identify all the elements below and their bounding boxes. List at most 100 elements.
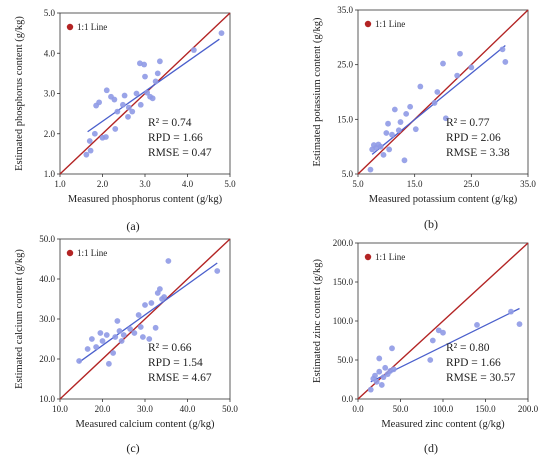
x-tick-label: 1.0	[54, 179, 66, 189]
y-tick-label: 200.0	[333, 238, 354, 248]
x-tick-label: 35.0	[520, 179, 536, 189]
y-tick-label: 1.0	[44, 169, 56, 179]
legend-marker	[364, 253, 372, 261]
data-point	[154, 70, 161, 77]
data-point	[403, 110, 410, 117]
data-point	[383, 130, 390, 136]
data-point	[152, 324, 159, 331]
data-point	[156, 286, 163, 292]
y-tick-label: 50.0	[39, 234, 55, 244]
legend-marker	[66, 23, 74, 31]
y-tick-label: 0.0	[342, 394, 354, 404]
data-point	[395, 127, 402, 134]
regression-fit-line	[87, 38, 220, 133]
data-point	[120, 332, 127, 338]
y-axis-label: Estimated phosphorus content (g/kg)	[14, 16, 25, 171]
data-point	[373, 378, 380, 385]
r-squared-stat: R² = 0.77	[446, 117, 490, 129]
data-point	[137, 324, 144, 330]
data-point	[142, 302, 148, 308]
y-tick-label: 2.0	[44, 129, 56, 139]
data-point	[499, 46, 506, 53]
data-point	[367, 166, 374, 173]
data-point	[372, 372, 378, 379]
data-point	[112, 126, 119, 132]
data-point	[156, 58, 163, 65]
data-point	[142, 73, 148, 80]
x-tick-label: 30.0	[137, 404, 153, 414]
data-point	[391, 106, 398, 113]
y-tick-label: 4.0	[44, 48, 56, 58]
y-tick-label: 40.0	[39, 274, 55, 284]
data-point	[386, 146, 393, 153]
x-axis-label: Measured potassium content (g/kg)	[369, 194, 518, 205]
x-tick-label: 10.0	[52, 404, 68, 414]
legend-label: 1:1 Line	[77, 248, 107, 258]
data-point	[401, 157, 408, 164]
data-point	[397, 119, 404, 125]
data-point	[377, 143, 384, 150]
x-tick-label: 50.0	[222, 404, 238, 414]
data-point	[435, 327, 442, 334]
r-squared-stat: R² = 0.66	[148, 342, 192, 354]
x-axis-label: Measured phosphorus content (g/kg)	[68, 194, 223, 205]
data-point	[431, 100, 438, 106]
rpd-stat: RPD = 2.06	[446, 132, 501, 144]
data-point	[133, 90, 140, 97]
data-point	[103, 134, 109, 140]
data-point	[141, 61, 148, 68]
x-tick-label: 20.0	[95, 404, 111, 414]
data-point	[103, 332, 110, 338]
legend-marker	[364, 20, 372, 28]
data-point	[516, 321, 523, 328]
data-point	[376, 355, 383, 362]
x-axis-label: Measured calcium content (g/kg)	[75, 419, 215, 430]
data-point	[110, 350, 117, 356]
x-tick-label: 100.0	[433, 404, 454, 414]
x-tick-label: 200.0	[518, 404, 539, 414]
x-axis-label: Measured zinc content (g/kg)	[381, 419, 505, 430]
data-point	[88, 336, 95, 342]
data-point	[454, 72, 461, 79]
data-point	[86, 138, 93, 144]
data-point	[93, 344, 100, 350]
data-point	[378, 382, 385, 388]
chart-panel-d: 0.0 50.0 100.0 150.0 200.0 0.0 50.0 100.0 150.0 2…	[312, 238, 539, 455]
data-point	[389, 345, 395, 352]
chart-panel-c: 10.0 20.0 30.0 40.0 50.0 10.0 20.0 30.0 40.0 50.0…	[14, 234, 238, 455]
y-tick-label: 15.0	[337, 114, 353, 124]
data-point	[165, 258, 172, 264]
data-point	[114, 108, 121, 115]
y-tick-label: 5.0	[342, 169, 354, 179]
y-axis-label: Estimated potassium content (g/kg)	[312, 17, 323, 167]
panel-caption: (b)	[424, 217, 438, 231]
data-point	[135, 312, 142, 318]
data-point	[417, 83, 424, 90]
data-point	[112, 334, 119, 340]
data-point	[412, 126, 419, 133]
r-squared-stat: R² = 0.74	[148, 117, 192, 129]
data-point	[407, 103, 414, 110]
x-tick-label: 5.0	[352, 179, 364, 189]
data-point	[148, 300, 155, 306]
data-point	[390, 366, 397, 373]
plot-frame	[357, 9, 529, 175]
rmse-stat: RMSE = 30.57	[446, 372, 516, 384]
x-tick-label: 50.0	[393, 404, 409, 414]
data-point	[149, 95, 156, 102]
data-point	[468, 64, 475, 71]
data-point	[429, 337, 436, 344]
r-squared-stat: R² = 0.80	[446, 342, 490, 354]
y-tick-label: 35.0	[337, 5, 353, 15]
regression-fit-line	[78, 262, 218, 363]
data-point	[146, 336, 153, 342]
y-tick-label: 100.0	[333, 316, 354, 326]
data-point	[83, 151, 90, 158]
legend-label: 1:1 Line	[375, 252, 405, 262]
data-point	[131, 330, 138, 336]
data-point	[152, 78, 159, 85]
data-point	[440, 329, 446, 336]
